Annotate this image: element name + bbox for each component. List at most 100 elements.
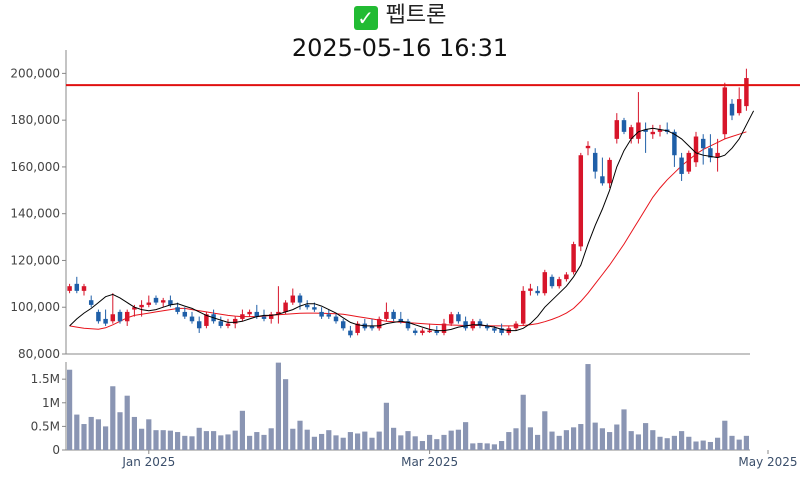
candle (643, 122, 648, 153)
candle-body (715, 152, 720, 158)
volume-bar (599, 428, 605, 450)
volume-bar (405, 431, 411, 450)
candle (679, 152, 684, 181)
candle (268, 311, 274, 324)
candle-body (124, 311, 130, 322)
candle-body (225, 323, 231, 326)
volume-bar (607, 432, 613, 450)
price-y-tick-label: 180,000 (10, 113, 60, 127)
candle-body (182, 311, 188, 317)
candle (614, 113, 620, 144)
candle-body (672, 131, 677, 156)
candle-body (153, 297, 159, 303)
volume-bar (254, 432, 260, 450)
candle-body (391, 311, 396, 319)
volume-bar (304, 429, 310, 450)
candle (520, 286, 526, 326)
volume-bar (326, 430, 332, 450)
candle-body (571, 244, 576, 273)
volume-bar (362, 431, 368, 450)
candle (391, 309, 396, 322)
candle-body (542, 272, 548, 294)
volume-bar (484, 443, 490, 450)
candle-body (448, 314, 454, 324)
volume-y-tick-label: 0.5M (31, 419, 60, 433)
candle (405, 318, 411, 331)
volume-bar (527, 427, 533, 450)
volume-bar (153, 430, 159, 450)
volume-bar (225, 434, 231, 450)
candle (420, 328, 425, 336)
volume-bar (189, 436, 195, 450)
candle-body (254, 311, 260, 317)
candle-body (427, 330, 432, 333)
volume-bar (693, 441, 699, 450)
candle-body (736, 99, 742, 114)
volume-bar (103, 426, 109, 450)
candle (528, 283, 533, 296)
volume-bar (283, 379, 289, 450)
volume-bar (232, 430, 238, 450)
candle-body (643, 129, 648, 132)
candle-body (700, 138, 706, 149)
candle-body (592, 152, 598, 172)
candle-body (657, 129, 663, 132)
x-tick-label: Mar 2025 (401, 455, 458, 469)
volume-bar (398, 435, 404, 450)
volume-bar (715, 437, 721, 450)
candle (304, 300, 310, 310)
volume-bar (635, 434, 641, 450)
volume-bar (736, 439, 742, 450)
price-y-tick-label: 140,000 (10, 207, 60, 221)
volume-bar (412, 436, 418, 450)
volume-bar (391, 427, 397, 450)
candle (189, 311, 195, 324)
candle-body (312, 307, 317, 310)
candle (103, 309, 108, 326)
candle-body (175, 307, 180, 312)
volume-bar (74, 414, 80, 450)
candle-body (722, 87, 728, 135)
candle (484, 323, 490, 331)
candle-body (189, 316, 195, 322)
candle-body (621, 120, 627, 132)
candle (621, 117, 627, 135)
candle (477, 318, 483, 329)
candle-body (376, 318, 382, 329)
volume-bar (311, 436, 317, 450)
candle (340, 318, 346, 331)
volume-bar (671, 435, 677, 450)
x-tick-label: May 2025 (738, 455, 797, 469)
volume-bar (592, 422, 598, 450)
volume-bar (477, 442, 483, 450)
volume-bar (376, 431, 382, 450)
candle-body (96, 311, 101, 322)
candle-body (168, 300, 173, 305)
candle-body (434, 330, 440, 333)
candle-body (456, 314, 461, 322)
candle-body (103, 318, 108, 324)
volume-bar (650, 430, 656, 450)
candle (369, 318, 375, 331)
volume-bar (117, 412, 123, 450)
candle (535, 286, 540, 296)
candle (715, 138, 720, 172)
candle (686, 150, 692, 174)
candle (348, 325, 353, 338)
volume-bar (448, 430, 454, 450)
candle-body (261, 316, 267, 319)
candle-body (139, 304, 144, 308)
candle (276, 286, 281, 324)
stock-name: 펩트론 (385, 3, 447, 28)
candle-body (636, 122, 641, 139)
candle-body (528, 288, 533, 291)
volume-bar (578, 424, 584, 450)
candle (297, 293, 303, 310)
candle (456, 311, 461, 324)
candle-body (276, 311, 281, 315)
volume-bar (491, 444, 497, 450)
volume-bar (182, 435, 188, 450)
candle-body (218, 321, 224, 326)
volume-bar (542, 411, 548, 450)
